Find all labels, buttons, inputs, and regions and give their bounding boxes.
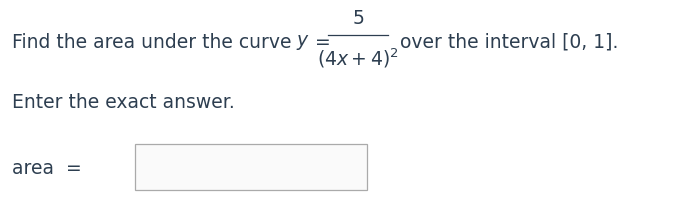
Text: =: = [309, 33, 337, 51]
Text: over the interval [0, 1].: over the interval [0, 1]. [394, 33, 618, 51]
Text: area  =: area = [12, 159, 82, 177]
Text: 5: 5 [352, 8, 364, 28]
Text: $\it{y}$: $\it{y}$ [296, 33, 310, 51]
Text: $(4x + 4)^2$: $(4x + 4)^2$ [317, 46, 399, 70]
FancyBboxPatch shape [135, 144, 367, 190]
Text: Enter the exact answer.: Enter the exact answer. [12, 93, 235, 113]
Text: Find the area under the curve: Find the area under the curve [12, 33, 297, 51]
